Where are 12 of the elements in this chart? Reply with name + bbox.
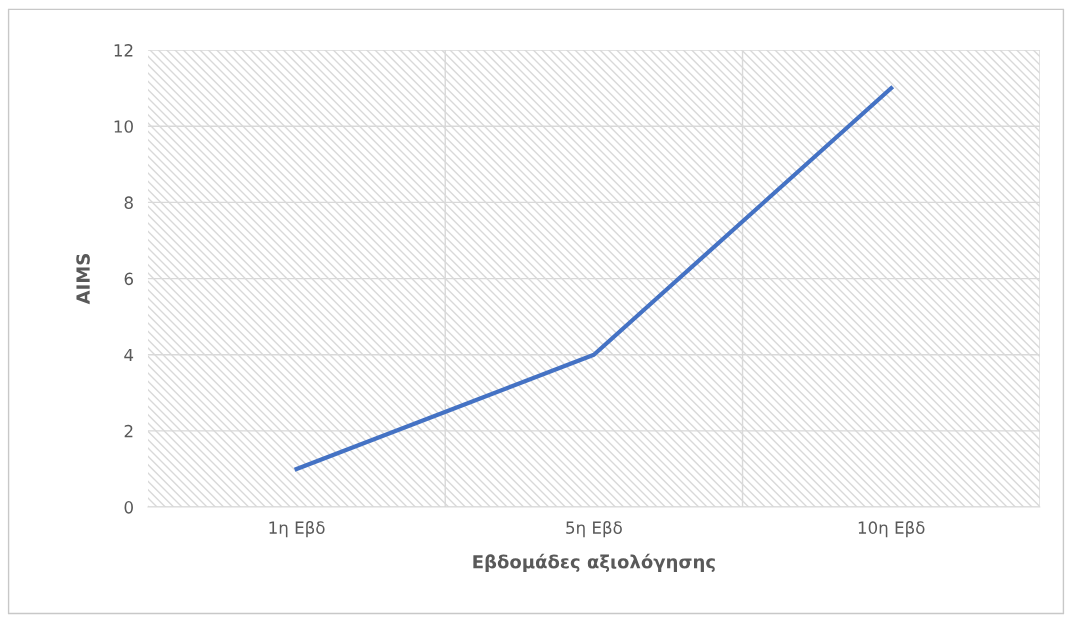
x-axis-title: Εβδομάδες αξιολόγησης (473, 553, 715, 573)
y-tick-label: 12 (114, 44, 133, 57)
y-axis-title: AIMS (76, 254, 90, 305)
y-tick-label: 4 (124, 348, 134, 362)
y-tick-label: 8 (124, 196, 133, 209)
x-tick-label: 1η Εβδ (269, 520, 325, 538)
x-tick-label: 5η Εβδ (566, 520, 622, 538)
y-tick-label: 0 (124, 501, 133, 514)
y-tick-label: 2 (124, 424, 133, 438)
x-tick-label: 10η Εβδ (858, 520, 925, 538)
y-tick-label: 10 (114, 120, 133, 133)
y-tick-label: 6 (124, 272, 133, 286)
